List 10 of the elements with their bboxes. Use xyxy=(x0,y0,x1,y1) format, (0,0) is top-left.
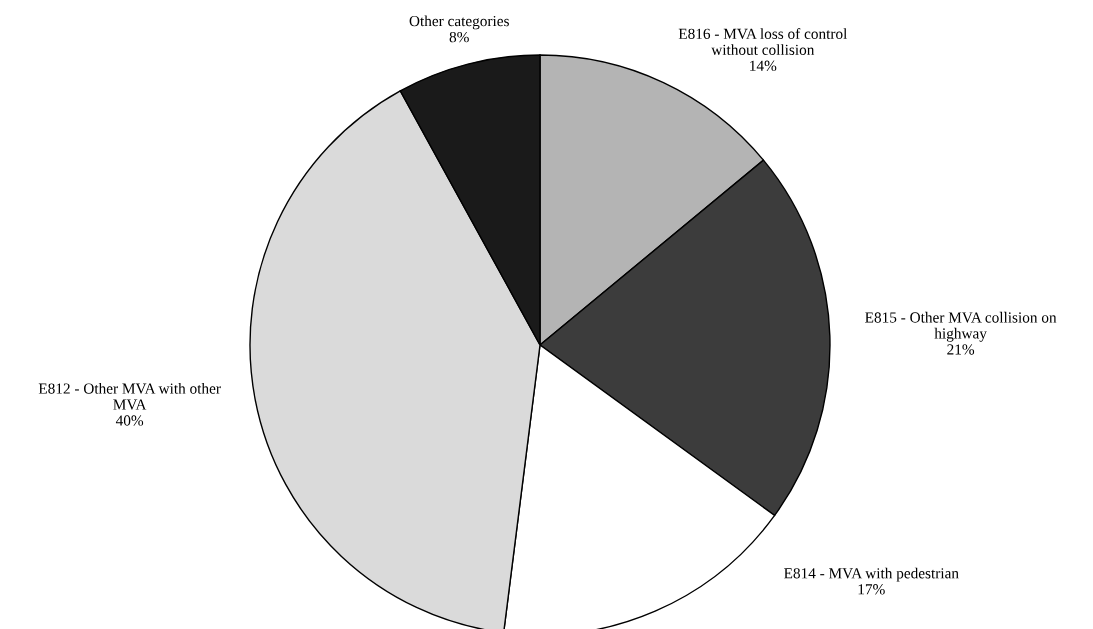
data-label: 8% xyxy=(449,31,469,43)
data-label: 21% xyxy=(947,344,975,355)
slice-label: E815 - Other MVA collision on highway xyxy=(865,311,1057,342)
slice-label: Other categories xyxy=(409,15,509,30)
slice-label: E816 - MVA loss of control without collision xyxy=(678,28,848,55)
slice-label: E814 - MVA with pedestrian xyxy=(784,567,959,582)
data-label: 40% xyxy=(115,415,144,426)
data-label: 14% xyxy=(750,60,777,71)
slice-label: E812 - Other MVA with other MVA xyxy=(38,382,221,410)
data-label: 17% xyxy=(858,584,885,595)
